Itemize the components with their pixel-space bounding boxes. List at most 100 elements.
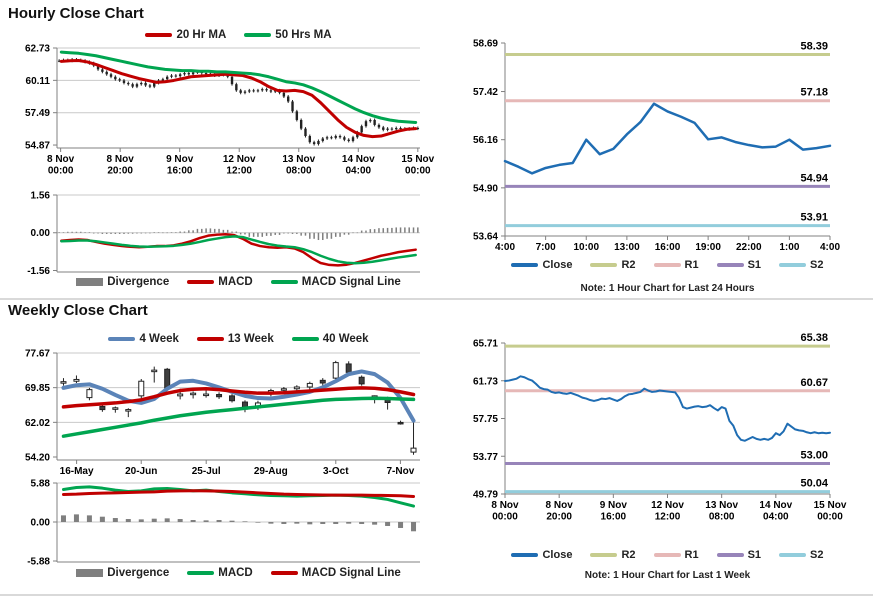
line-swatch-icon bbox=[779, 553, 807, 557]
legend-item-close: Close bbox=[511, 259, 572, 271]
line-swatch-icon bbox=[108, 337, 136, 341]
line-swatch-icon bbox=[145, 33, 173, 37]
legend-label: 20 Hr MA bbox=[176, 29, 227, 41]
svg-text:10:00: 10:00 bbox=[573, 242, 599, 253]
bar-swatch-icon bbox=[76, 278, 104, 286]
svg-text:57.18: 57.18 bbox=[800, 87, 828, 99]
legend-item-divergence: Divergence bbox=[76, 276, 169, 288]
svg-text:54.94: 54.94 bbox=[800, 172, 828, 184]
line-swatch-icon bbox=[511, 553, 539, 557]
legend-label: 4 Week bbox=[139, 333, 179, 345]
svg-text:19:00: 19:00 bbox=[695, 242, 721, 253]
line-swatch-icon bbox=[511, 263, 539, 267]
legend-label: R2 bbox=[621, 549, 636, 561]
line-swatch-icon bbox=[291, 337, 319, 341]
legend-label: Close bbox=[542, 259, 573, 271]
svg-text:65.38: 65.38 bbox=[800, 332, 828, 344]
legend-item-r1: R1 bbox=[653, 259, 699, 271]
line-swatch-icon bbox=[270, 571, 298, 575]
svg-text:14 Nov: 14 Nov bbox=[759, 500, 792, 511]
svg-text:00:00: 00:00 bbox=[492, 512, 518, 523]
svg-text:69.85: 69.85 bbox=[25, 383, 50, 394]
svg-text:8 Nov: 8 Nov bbox=[47, 154, 75, 165]
weekly-macd-legend: Divergence MACD MACD Signal Line bbox=[57, 567, 420, 579]
svg-text:9 Nov: 9 Nov bbox=[600, 500, 628, 511]
hourly-pivot-legend: Close R2 R1 S1 S2 bbox=[495, 259, 840, 271]
weekly-pivot-note: Note: 1 Hour Chart for Last 1 Week bbox=[584, 570, 751, 581]
legend-item-s2: S2 bbox=[779, 259, 824, 271]
svg-text:12 Nov: 12 Nov bbox=[223, 154, 256, 165]
svg-text:60.67: 60.67 bbox=[800, 377, 828, 389]
svg-text:0.00: 0.00 bbox=[31, 228, 51, 239]
svg-text:5.88: 5.88 bbox=[31, 479, 51, 490]
svg-text:20:00: 20:00 bbox=[546, 512, 572, 523]
legend-item-40-week: 40 Week bbox=[291, 333, 369, 345]
legend-label: S1 bbox=[747, 259, 762, 271]
svg-text:60.11: 60.11 bbox=[26, 76, 51, 87]
svg-text:12:00: 12:00 bbox=[226, 166, 252, 177]
hourly-section-title: Hourly Close Chart bbox=[8, 5, 144, 22]
legend-label: MACD bbox=[218, 567, 253, 579]
svg-text:08:00: 08:00 bbox=[286, 166, 312, 177]
legend-label: Close bbox=[542, 549, 573, 561]
svg-text:57.49: 57.49 bbox=[25, 108, 50, 119]
svg-text:16:00: 16:00 bbox=[601, 512, 627, 523]
svg-text:15 Nov: 15 Nov bbox=[814, 500, 847, 511]
svg-text:13 Nov: 13 Nov bbox=[282, 154, 315, 165]
svg-text:1.56: 1.56 bbox=[31, 191, 51, 202]
svg-text:62.02: 62.02 bbox=[25, 418, 50, 429]
hourly-ma-legend: 20 Hr MA 50 Hrs MA bbox=[57, 29, 420, 41]
svg-text:54.20: 54.20 bbox=[25, 452, 50, 463]
svg-text:53.91: 53.91 bbox=[800, 212, 828, 224]
legend-item-s1: S1 bbox=[716, 259, 762, 271]
svg-text:16:00: 16:00 bbox=[655, 242, 681, 253]
svg-text:0.00: 0.00 bbox=[31, 518, 51, 529]
line-swatch-icon bbox=[653, 263, 681, 267]
legend-item-macd: MACD bbox=[187, 567, 253, 579]
svg-text:16:00: 16:00 bbox=[167, 166, 193, 177]
svg-text:77.67: 77.67 bbox=[25, 349, 50, 360]
svg-text:4:00: 4:00 bbox=[820, 242, 840, 253]
svg-text:00:00: 00:00 bbox=[48, 166, 74, 177]
legend-label: R1 bbox=[684, 549, 699, 561]
line-swatch-icon bbox=[590, 553, 618, 557]
svg-text:56.16: 56.16 bbox=[473, 135, 498, 146]
svg-text:20-Jun: 20-Jun bbox=[125, 466, 157, 477]
weekly-section-title: Weekly Close Chart bbox=[8, 302, 148, 319]
legend-item-macd-signal-line: MACD Signal Line bbox=[270, 567, 401, 579]
svg-text:00:00: 00:00 bbox=[405, 166, 431, 177]
svg-text:57.75: 57.75 bbox=[473, 414, 498, 425]
bar-swatch-icon bbox=[76, 569, 104, 577]
svg-text:50.04: 50.04 bbox=[800, 478, 828, 490]
svg-text:12:00: 12:00 bbox=[655, 512, 681, 523]
svg-text:1:00: 1:00 bbox=[779, 242, 799, 253]
legend-label: R2 bbox=[621, 259, 636, 271]
legend-label: Divergence bbox=[107, 276, 170, 288]
legend-label: MACD Signal Line bbox=[301, 567, 401, 579]
svg-text:8 Nov: 8 Nov bbox=[107, 154, 135, 165]
svg-text:-1.56: -1.56 bbox=[27, 266, 50, 277]
svg-text:08:00: 08:00 bbox=[709, 512, 735, 523]
svg-text:00:00: 00:00 bbox=[817, 512, 843, 523]
weekly-ma-legend: 4 Week 13 Week 40 Week bbox=[57, 333, 420, 345]
legend-item-20-hr-ma: 20 Hr MA bbox=[145, 29, 226, 41]
section-divider bbox=[0, 298, 873, 300]
line-swatch-icon bbox=[244, 33, 272, 37]
svg-text:14 Nov: 14 Nov bbox=[342, 154, 375, 165]
hourly-macd-legend: Divergence MACD MACD Signal Line bbox=[57, 276, 420, 288]
svg-text:65.71: 65.71 bbox=[473, 339, 498, 350]
svg-text:3-Oct: 3-Oct bbox=[323, 466, 349, 477]
svg-text:62.73: 62.73 bbox=[25, 44, 50, 55]
legend-item-divergence: Divergence bbox=[76, 567, 169, 579]
line-swatch-icon bbox=[590, 263, 618, 267]
bottom-divider bbox=[0, 594, 873, 596]
line-swatch-icon bbox=[187, 571, 215, 575]
legend-item-s2: S2 bbox=[779, 549, 824, 561]
svg-text:8 Nov: 8 Nov bbox=[546, 500, 574, 511]
svg-text:12 Nov: 12 Nov bbox=[651, 500, 684, 511]
legend-item-s1: S1 bbox=[716, 549, 761, 561]
